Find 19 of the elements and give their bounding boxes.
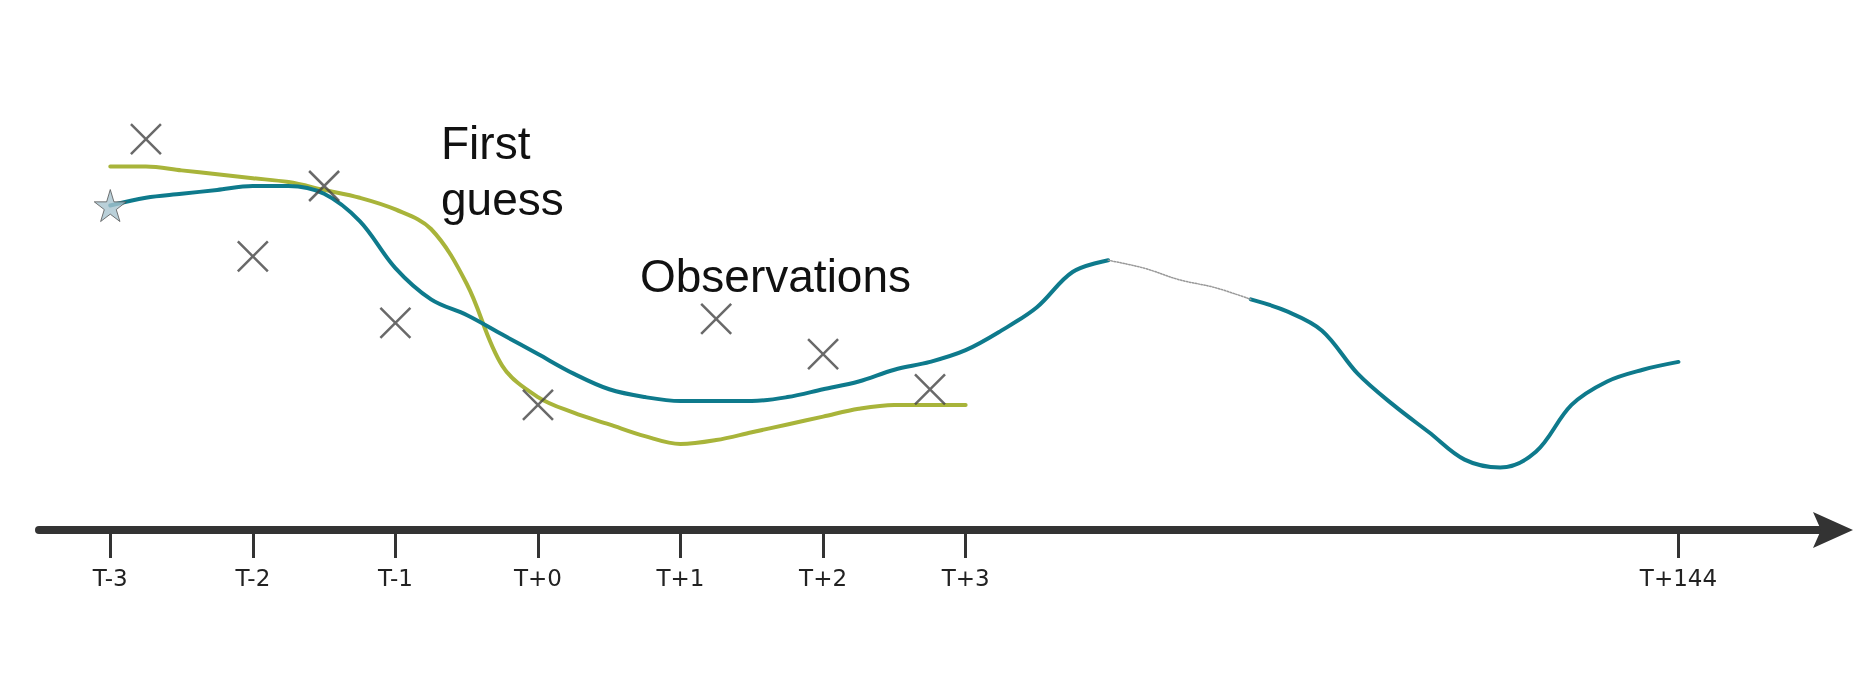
annotation: Observations (640, 250, 912, 302)
point (379, 306, 412, 340)
point (129, 122, 163, 156)
x-tick-label: T+1 (655, 564, 705, 591)
point (699, 302, 733, 336)
x-tick-label: T-1 (376, 564, 413, 591)
point (806, 337, 840, 371)
x-tick-label: T+0 (512, 564, 562, 591)
point (236, 240, 270, 273)
point (93, 189, 127, 223)
point (307, 169, 341, 203)
x-tick-label: T+2 (798, 564, 848, 591)
annotation: First guess (441, 117, 564, 225)
x-tick-label: T+144 (1638, 564, 1718, 591)
point (913, 373, 947, 406)
x-tick-label: T+3 (940, 564, 990, 591)
x-tick-label: T-2 (234, 564, 271, 591)
x-tick-label: T-3 (91, 564, 128, 591)
point (521, 388, 555, 422)
